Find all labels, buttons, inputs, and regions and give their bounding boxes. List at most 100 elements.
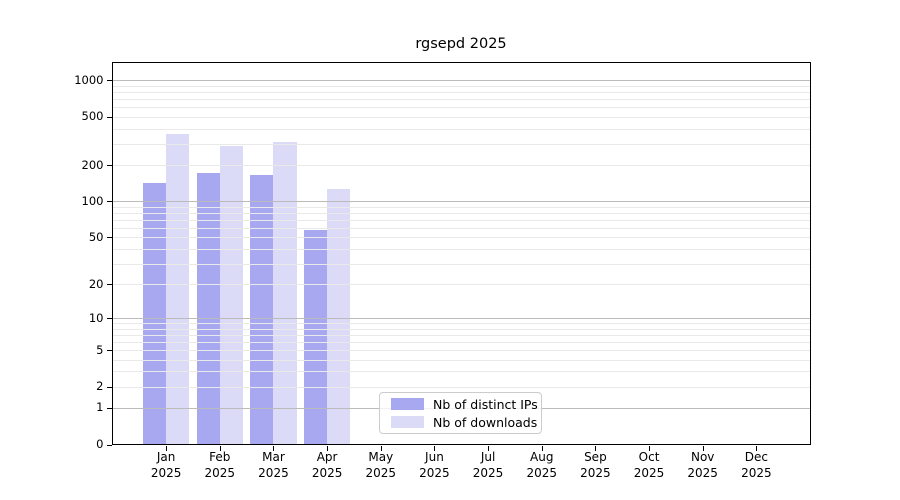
x-tick-year: 2025 [365, 466, 397, 480]
y-tick [106, 201, 112, 203]
y-tick [106, 444, 112, 446]
gridline-major [112, 318, 810, 320]
bar-nb-of-distinct-ips-feb-2025 [196, 173, 220, 445]
x-tick-label: Jun 2025 [407, 449, 461, 482]
y-tick-label: 10 [88, 310, 104, 325]
gridline-minor [112, 86, 810, 88]
y-tick [106, 318, 112, 320]
legend-item-downloads: Nb of downloads [391, 414, 541, 430]
x-tick-year: 2025 [741, 466, 772, 480]
plot-frame [112, 61, 811, 445]
y-tick [106, 80, 112, 82]
x-tick-month: Jul [480, 449, 496, 464]
x-tick-year: 2025 [258, 466, 289, 480]
x-tick [702, 445, 704, 451]
x-tick [541, 445, 543, 451]
y-tick [106, 284, 112, 286]
gridline-minor [112, 341, 810, 343]
x-tick-month: Feb [209, 449, 231, 464]
x-tick-label: Sep 2025 [568, 449, 622, 482]
chart-title: rgsepd 2025 [415, 36, 507, 52]
y-tick [106, 350, 112, 352]
legend-swatch-downloads [391, 416, 424, 428]
gridline-minor [112, 219, 810, 221]
x-tick [273, 445, 275, 451]
x-tick-month: Oct [638, 449, 660, 464]
gridline-minor [112, 284, 810, 286]
x-tick [327, 445, 329, 451]
x-tick [166, 445, 168, 451]
x-tick-month: Sep [584, 449, 607, 464]
gridline-minor [112, 334, 810, 336]
gridline-minor [112, 263, 810, 265]
x-tick [649, 445, 651, 451]
y-tick [106, 237, 112, 239]
gridline-minor [112, 116, 810, 118]
y-tick-label: 20 [88, 276, 104, 291]
gridline-minor [112, 350, 810, 352]
x-tick-month: May [368, 449, 394, 464]
x-tick-month: Jan [156, 449, 176, 464]
bar-nb-of-downloads-apr-2025 [327, 189, 351, 445]
gridline-major [112, 201, 810, 203]
y-tick-label: 2 [96, 379, 104, 394]
x-tick-label: Feb 2025 [193, 449, 247, 482]
x-tick-year: 2025 [526, 466, 557, 480]
x-tick-month: Dec [744, 449, 768, 464]
x-tick [756, 445, 758, 451]
y-tick-label: 1000 [74, 72, 104, 87]
x-tick-year: 2025 [311, 466, 343, 480]
x-tick-year: 2025 [419, 466, 450, 480]
x-tick-year: 2025 [150, 466, 182, 480]
y-tick-label: 0 [96, 437, 104, 451]
legend-swatch-distinct-ips [391, 398, 424, 410]
y-tick [106, 407, 112, 409]
gridline-minor [112, 386, 810, 388]
bar-nb-of-downloads-jan-2025 [166, 133, 190, 445]
gridline-minor [112, 107, 810, 109]
gridline-minor [112, 92, 810, 94]
y-tick-label: 100 [81, 193, 104, 208]
x-tick [595, 445, 597, 451]
x-tick-label: Oct 2025 [622, 449, 676, 482]
x-tick-month: Mar [262, 449, 285, 464]
x-tick-label: Dec 2025 [729, 449, 783, 482]
legend-item-distinct-ips: Nb of distinct IPs [391, 397, 541, 412]
gridline-minor [112, 227, 810, 229]
gridline-minor [112, 165, 810, 167]
gridline-minor [112, 328, 810, 330]
y-tick-label: 50 [88, 229, 104, 244]
bar-nb-of-distinct-ips-mar-2025 [250, 174, 274, 445]
y-tick [106, 116, 112, 118]
x-tick [380, 445, 382, 451]
x-tick-label: Mar 2025 [246, 449, 300, 482]
gridline-minor [112, 212, 810, 214]
gridline-minor [112, 143, 810, 145]
x-tick-month: Jun [425, 449, 444, 464]
x-tick [219, 445, 221, 451]
y-tick [106, 165, 112, 167]
legend-label-downloads: Nb of downloads [433, 414, 538, 430]
x-tick-label: Apr 2025 [300, 449, 354, 482]
x-tick-month: Nov [690, 449, 715, 464]
x-tick-label: Aug 2025 [515, 449, 569, 482]
y-tick [106, 386, 112, 388]
gridline-major [112, 80, 810, 82]
x-tick-label: May 2025 [354, 449, 408, 482]
x-tick [434, 445, 436, 451]
bar-nb-of-distinct-ips-apr-2025 [303, 229, 328, 445]
y-tick-label: 200 [81, 157, 104, 172]
gridline-minor [112, 323, 810, 325]
gridline-minor [112, 206, 810, 208]
x-tick-label: Jul 2025 [461, 449, 515, 482]
x-tick-year: 2025 [472, 466, 504, 480]
y-tick-label: 500 [81, 109, 104, 124]
x-tick-month: Aug [530, 449, 554, 464]
y-tick-label: 1 [96, 400, 104, 415]
gridline-minor [112, 128, 810, 130]
gridline-minor [112, 99, 810, 101]
y-tick-label: 5 [96, 342, 104, 357]
